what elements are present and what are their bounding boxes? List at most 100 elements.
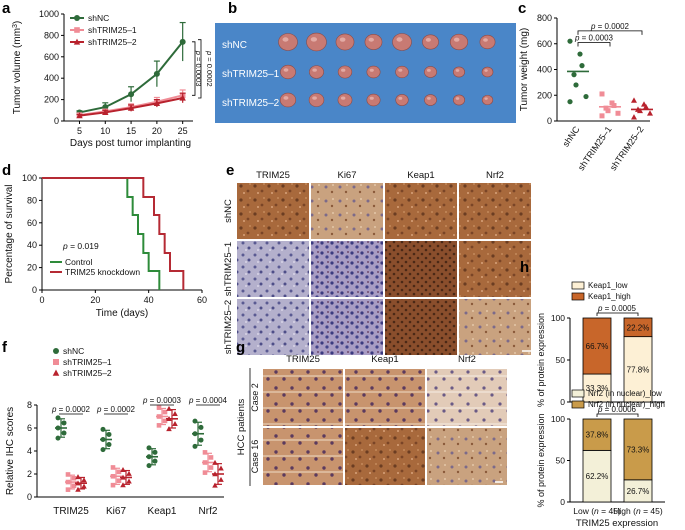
- f-point: [146, 454, 152, 460]
- c-xtick-label: shTRIM25–2: [608, 124, 646, 172]
- tumor-specimen: [337, 65, 353, 79]
- d-ytick-label: 40: [27, 240, 37, 250]
- d-ytick-label: 20: [27, 263, 37, 273]
- e-ihc-image: [237, 299, 309, 355]
- panel-d-label: d: [2, 162, 11, 179]
- d-survival-curve-1: [42, 177, 185, 290]
- c-point: [599, 91, 605, 97]
- f-point: [198, 437, 204, 443]
- tumor-specimen: [309, 65, 324, 79]
- tumor-specimen: [392, 33, 412, 51]
- h-stacked-bar-segment: [582, 317, 612, 375]
- tumor-specimen: [452, 94, 465, 106]
- a-ytick-label: 200: [44, 95, 59, 105]
- h-legend-swatch: [571, 400, 585, 409]
- e-ihc-image: [237, 241, 309, 297]
- a-legend-marker: [73, 38, 81, 45]
- tumor-specimen: [366, 93, 381, 107]
- d-xlabel: Time (days): [96, 308, 148, 319]
- f-point: [166, 405, 172, 411]
- a-pvalue-1-p: p: [194, 50, 203, 55]
- c-pvalue-1-p: p: [590, 22, 596, 31]
- a-point: [179, 38, 186, 45]
- f-point: [202, 460, 208, 465]
- c-point: [603, 105, 609, 111]
- f-point: [126, 470, 132, 476]
- c-pvalue-2: p = 0.0003: [574, 33, 614, 42]
- h-xtick-open: (: [589, 506, 594, 516]
- a-pvalue-1-val: = 0.0003: [194, 55, 203, 87]
- f-pvalue-val: = 0.0004: [193, 396, 227, 405]
- panel-a: a 0 200 400 600 800 1000 5 10 15 20 25 Days post tu…: [2, 0, 214, 149]
- panel-d-plot: 0 20 40 60 80 100 0 20 40 60 Time (days) Percentage…: [4, 173, 207, 319]
- tumor-highlight: [483, 38, 488, 42]
- e-ihc-image: [385, 183, 457, 239]
- tumor-specimen: [481, 94, 494, 106]
- h-ylabel: % of protein expression: [536, 413, 546, 507]
- h-ytick-label: 0: [560, 397, 565, 407]
- tumor-specimen: [452, 66, 465, 78]
- plate-row-label-1: shNC: [222, 40, 247, 51]
- f-pvalue-p: p: [51, 405, 57, 414]
- c-point: [643, 103, 649, 110]
- tumor-highlight: [369, 96, 374, 100]
- h-legend-swatch: [571, 389, 585, 398]
- c-point: [577, 51, 583, 57]
- h-legend-swatch: [571, 281, 585, 290]
- d-ytick-label: 80: [27, 195, 37, 205]
- panel-e: e TRIM25 Ki67 Keap1 Nrf2 shNC shTRIM25–1 shTRI…: [223, 162, 531, 355]
- a-pvalue-2: p = 0.0002: [205, 50, 214, 87]
- a-ylabel-main: Tumor volume (mm: [12, 28, 23, 114]
- c-ytick-label: 800: [537, 13, 552, 23]
- tumor-specimen: [449, 33, 469, 51]
- panel-d: d 0 20 40 60 80 100 0 20 40 60 Time (days) Percenta…: [2, 162, 207, 319]
- e-column-label: Keap1: [407, 170, 434, 181]
- f-point: [146, 463, 152, 469]
- c-ytick-label: 400: [537, 65, 552, 75]
- f-point: [100, 447, 106, 453]
- a-xtick-label: 5: [77, 126, 82, 136]
- d-survival-curve-0: [42, 177, 161, 290]
- g-group-label: HCC patients: [236, 399, 247, 456]
- a-legend-label: shTRIM25–2: [88, 37, 137, 47]
- g-column-label: Nrf2: [458, 354, 476, 365]
- tumor-highlight: [455, 97, 460, 100]
- f-legend-marker: [53, 348, 59, 354]
- a-point: [102, 109, 109, 116]
- f-point: [202, 470, 208, 475]
- g-ihc-image: [427, 369, 507, 426]
- f-point: [162, 409, 168, 415]
- f-point: [212, 482, 218, 488]
- tumor-specimen: [479, 34, 496, 50]
- a-legend-label: shTRIM25–1: [88, 25, 137, 35]
- f-point: [146, 445, 152, 451]
- g-column-label: TRIM25: [286, 354, 320, 365]
- panel-a-plot: 0 200 400 600 800 1000 5 10 15 20 25 Days post tumo…: [12, 9, 215, 149]
- tumor-specimen: [364, 34, 383, 50]
- h-ytick-label: 100: [551, 313, 565, 323]
- f-point: [202, 450, 208, 455]
- ihc-mouse-grid: TRIM25 Ki67 Keap1 Nrf2 shNC shTRIM25–1 shTRIM2…: [223, 170, 531, 355]
- h-ylabel: % of protein expression: [536, 313, 546, 407]
- a-point: [153, 70, 160, 77]
- d-xtick-label: 20: [90, 295, 100, 305]
- f-legend-marker: [53, 359, 59, 365]
- a-xlabel: Days post tumor implanting: [70, 138, 191, 149]
- f-pvalue-p: p: [96, 405, 102, 414]
- e-column-label: Ki67: [337, 170, 356, 181]
- a-ylabel-sup: 3: [12, 24, 19, 28]
- f-xtick-label: TRIM25: [53, 506, 89, 517]
- e-ihc-image: [459, 299, 531, 355]
- f-xtick-label: Keap1: [148, 506, 177, 517]
- c-ylabel: Tumor weight (mg): [519, 28, 530, 112]
- a-pvalue-2-p: p: [205, 50, 214, 55]
- e-ihc-image: [237, 183, 309, 239]
- panel-f: f 0 2 4 6 8 Relative IHC scores TRIM25 Ki67 Keap…: [2, 339, 228, 517]
- c-point: [647, 110, 653, 116]
- f-point: [120, 474, 126, 480]
- a-legend-marker: [74, 27, 80, 33]
- h-stacked-bar-segment: [582, 373, 612, 403]
- h-xtick-eq: =: [599, 506, 609, 516]
- h-stacked-bar-segment: [582, 418, 612, 451]
